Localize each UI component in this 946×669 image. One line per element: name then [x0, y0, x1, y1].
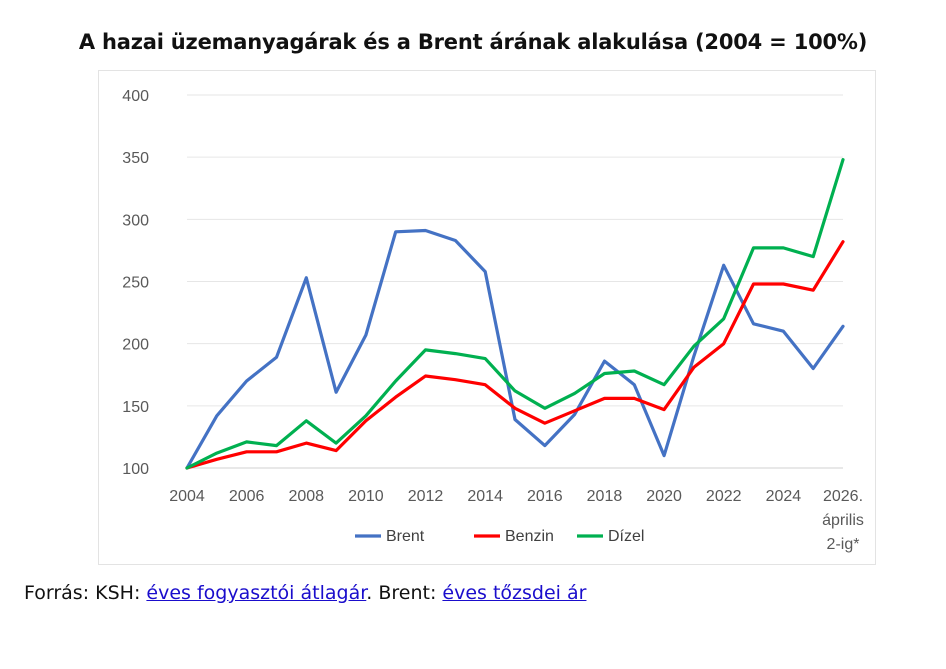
series-line-brent [185, 228, 845, 470]
x-tick-label: 2022 [706, 488, 742, 505]
x-tick-label-last: 2026. [823, 488, 863, 505]
chart-title: A hazai üzemanyagárak és a Brent árának … [78, 30, 868, 54]
ksh-price-link[interactable]: éves fogyasztói átlagár [146, 582, 367, 604]
series-line-benzin [185, 240, 845, 470]
x-tick-label: 2024 [766, 488, 802, 505]
x-tick-label: 2008 [288, 488, 324, 505]
y-tick-label: 100 [122, 461, 149, 478]
x-tick-label: 2014 [467, 488, 503, 505]
x-tick-label-last: 2-ig* [827, 536, 860, 553]
y-tick-label: 250 [122, 275, 149, 292]
y-tick-label: 150 [122, 399, 149, 416]
x-tick-label: 2004 [169, 488, 205, 505]
x-tick-label: 2010 [348, 488, 384, 505]
brent-price-link[interactable]: éves tőzsdei ár [442, 582, 587, 604]
x-tick-label: 2006 [229, 488, 265, 505]
legend-label-benzin: Benzin [505, 528, 554, 545]
y-tick-label: 300 [122, 212, 149, 229]
source-middle: . Brent: [366, 582, 443, 604]
legend-label-d-zel: Dízel [608, 528, 644, 545]
x-tick-label: 2020 [646, 488, 682, 505]
chart-frame: 100 150 200 250 300 350 400 2004 2006 2008 2010 201… [98, 70, 876, 565]
x-tick-label: 2018 [587, 488, 623, 505]
y-tick-label: 400 [122, 88, 149, 105]
y-tick-label: 350 [122, 150, 149, 167]
x-tick-label: 2012 [408, 488, 444, 505]
line-chart: 100 150 200 250 300 350 400 2004 2006 2008 2010 201… [122, 88, 864, 553]
source-note: Forrás: KSH: éves fogyasztói átlagár. Br… [24, 582, 586, 604]
source-prefix: Forrás: KSH: [24, 582, 147, 604]
series-line-d-zel [185, 158, 845, 470]
legend-label-brent: Brent [386, 528, 425, 545]
x-tick-label-last: április [822, 512, 864, 529]
y-tick-label: 200 [122, 337, 149, 354]
x-tick-label: 2016 [527, 488, 563, 505]
